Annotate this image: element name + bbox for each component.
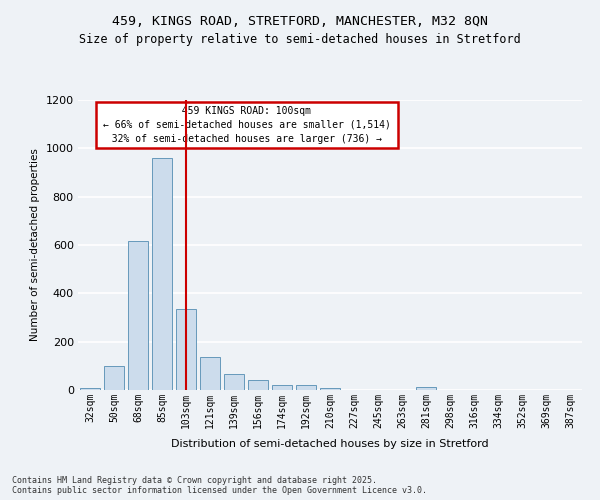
Text: 459 KINGS ROAD: 100sqm  
← 66% of semi-detached houses are smaller (1,514)
  32%: 459 KINGS ROAD: 100sqm ← 66% of semi-det… bbox=[100, 106, 394, 144]
Y-axis label: Number of semi-detached properties: Number of semi-detached properties bbox=[30, 148, 40, 342]
X-axis label: Distribution of semi-detached houses by size in Stretford: Distribution of semi-detached houses by … bbox=[171, 439, 489, 449]
Bar bbox=[224, 374, 244, 390]
Text: Size of property relative to semi-detached houses in Stretford: Size of property relative to semi-detach… bbox=[79, 32, 521, 46]
Bar bbox=[104, 366, 124, 390]
Bar bbox=[200, 358, 220, 390]
Bar bbox=[152, 158, 172, 390]
Bar bbox=[176, 309, 196, 390]
Bar bbox=[128, 242, 148, 390]
Bar bbox=[416, 387, 436, 390]
Bar bbox=[296, 384, 316, 390]
Text: Contains HM Land Registry data © Crown copyright and database right 2025.
Contai: Contains HM Land Registry data © Crown c… bbox=[12, 476, 427, 495]
Bar bbox=[248, 380, 268, 390]
Bar bbox=[80, 388, 100, 390]
Text: 459, KINGS ROAD, STRETFORD, MANCHESTER, M32 8QN: 459, KINGS ROAD, STRETFORD, MANCHESTER, … bbox=[112, 15, 488, 28]
Bar bbox=[272, 384, 292, 390]
Bar bbox=[320, 388, 340, 390]
